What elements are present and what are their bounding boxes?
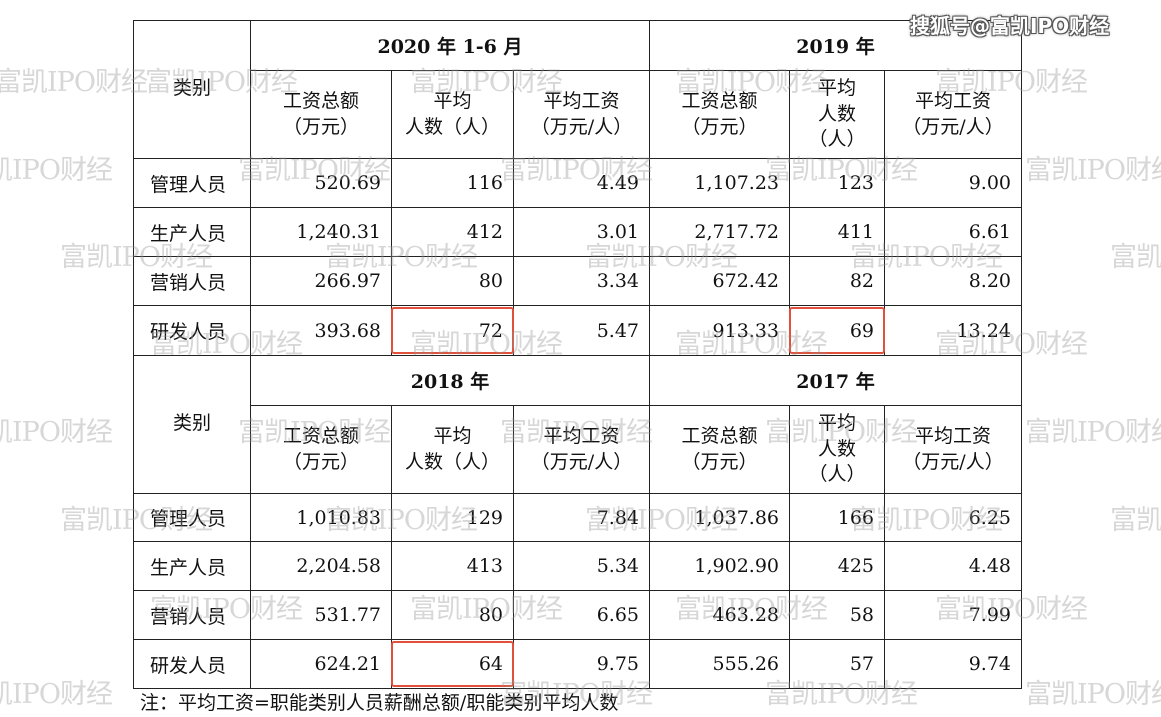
table-row: 营销人员 531.77 80 6.65 463.28 58 7.99 [133,590,1022,640]
period-2018: 2018 年 [250,355,650,406]
col-avg-salary: 平均工资 （万元/人） [884,70,1022,159]
cell-value: 412 [391,207,514,257]
cell-value: 166 [789,493,885,542]
table-row: 生产人员 1,240.31 412 3.01 2,717.72 411 6.61 [133,207,1022,257]
cell-value: 913.33 [649,305,790,356]
table-row: 管理人员 1,010.83 129 7.84 1,037.86 166 6.25 [133,493,1022,542]
watermark-text: 富凯IPO财经 [1025,417,1161,448]
period-2020h1: 2020 年 1-6 月 [250,20,650,71]
cell-value: 7.84 [513,493,650,542]
period-header-row: 类别 2020 年 1-6 月 2019 年 [133,20,1022,159]
table-row: 研发人员 393.68 72 5.47 913.33 69 13.24 [133,305,1022,356]
column-header-row: 工资总额 （万元） 平均 人数（人） 平均工资 （万元/人） 工资总额 （万元） 平均人… [134,70,1022,159]
watermark-text: 富凯IPO财经 [0,155,113,186]
watermark-text: 富凯IPO财经 [1110,242,1161,273]
cell-value: 58 [789,590,885,640]
cell-value: 555.26 [649,639,790,689]
col-total-salary: 工资总额 （万元） [649,405,790,494]
cell-value: 1,107.23 [649,158,790,208]
cell-value: 3.34 [513,256,650,306]
cell-value: 82 [789,256,885,306]
cell-value: 1,037.86 [649,493,790,542]
cell-value: 123 [789,158,885,208]
row-category: 研发人员 [133,305,251,356]
row-category: 营销人员 [133,590,251,640]
column-header-row: 工资总额 （万元） 平均 人数（人） 平均工资 （万元/人） 工资总额 （万元） 平均人… [134,405,1022,494]
row-category: 生产人员 [133,541,251,591]
period-2019: 2019 年 [649,20,1022,71]
cell-value: 7.99 [884,590,1022,640]
watermark-text: 富凯IPO财经 [0,417,113,448]
cell-value: 624.21 [250,639,392,689]
row-category: 生产人员 [133,207,251,257]
footnote: 注：平均工资=职能类别人员薪酬总额/职能类别平均人数 [140,692,619,714]
cell-value: 6.65 [513,590,650,640]
row-category: 研发人员 [133,639,251,689]
col-total-salary: 工资总额 （万元） [649,70,790,159]
cell-value: 413 [391,541,514,591]
col-avg-headcount: 平均人数（人） [789,405,885,494]
salary-table: 类别 2020 年 1-6 月 2019 年 工资总额 （万元） 平均 人数（人） … [133,20,1022,689]
cell-value: 5.47 [513,305,650,356]
table-row: 营销人员 266.97 80 3.34 672.42 82 8.20 [133,256,1022,306]
cell-value: 531.77 [250,590,392,640]
row-category: 管理人员 [133,158,251,208]
table-row: 管理人员 520.69 116 4.49 1,107.23 123 9.00 [133,158,1022,208]
watermark-text: 富凯IPO财经 [0,679,113,710]
cell-value: 4.48 [884,541,1022,591]
col-avg-salary: 平均工资 （万元/人） [884,405,1022,494]
cell-value: 1,010.83 [250,493,392,542]
col-avg-headcount: 平均人数（人） [391,70,514,159]
watermark-text: 富凯IPO财经 [1110,505,1161,536]
cell-value: 129 [391,493,514,542]
highlighted-cell: 72 [391,305,515,356]
sohu-brand-watermark: 搜狐号@富凯IPO财经 [910,14,1110,38]
cell-value: 116 [391,158,514,208]
watermark-text: 富凯IPO财经 [1025,679,1161,710]
cell-value: 411 [789,207,885,257]
cell-value: 9.74 [884,639,1022,689]
row-category: 管理人员 [133,493,251,542]
cell-value: 266.97 [250,256,392,306]
watermark-text: 富凯IPO财经 [1025,155,1161,186]
period-2017: 2017 年 [649,355,1022,406]
cell-value: 463.28 [649,590,790,640]
cell-value: 1,902.90 [649,541,790,591]
cell-value: 2,717.72 [649,207,790,257]
cell-value: 80 [391,256,514,306]
col-avg-salary: 平均工资 （万元/人） [513,405,650,494]
cell-value: 6.25 [884,493,1022,542]
cell-value: 672.42 [649,256,790,306]
cell-value: 8.20 [884,256,1022,306]
col-avg-salary: 平均工资 （万元/人） [513,70,650,159]
highlighted-cell: 69 [789,305,886,356]
cell-value: 520.69 [250,158,392,208]
cell-value: 13.24 [884,305,1022,356]
col-avg-headcount: 平均人数（人） [789,70,885,159]
cell-value: 393.68 [250,305,392,356]
cell-value: 3.01 [513,207,650,257]
watermark-text: 富凯IPO财经 [0,67,148,98]
col-total-salary: 工资总额 （万元） [250,70,392,159]
table-row: 研发人员 624.21 64 9.75 555.26 57 9.74 [133,639,1022,689]
cell-value: 5.34 [513,541,650,591]
cell-value: 80 [391,590,514,640]
cell-value: 57 [789,639,885,689]
cell-value: 1,240.31 [250,207,392,257]
cell-value: 9.75 [513,639,650,689]
cell-value: 4.49 [513,158,650,208]
period-header-row: 类别 2018 年 2017 年 [133,355,1022,494]
highlighted-cell: 64 [391,639,515,689]
row-category: 营销人员 [133,256,251,306]
col-avg-headcount: 平均人数（人） [391,405,514,494]
cell-value: 9.00 [884,158,1022,208]
category-header: 类别 [133,20,251,159]
cell-value: 2,204.58 [250,541,392,591]
col-total-salary: 工资总额 （万元） [250,405,392,494]
cell-value: 6.61 [884,207,1022,257]
cell-value: 425 [789,541,885,591]
category-header: 类别 [133,355,251,494]
table-row: 生产人员 2,204.58 413 5.34 1,902.90 425 4.48 [133,541,1022,591]
